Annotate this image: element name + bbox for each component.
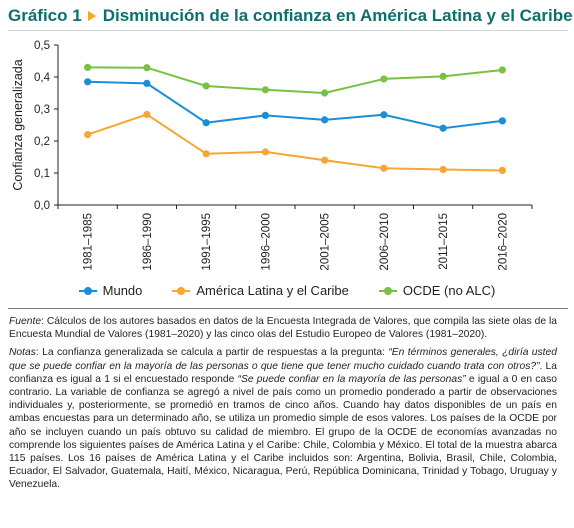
chart-legend: Mundo América Latina y el Caribe OCDE (n… bbox=[0, 283, 574, 298]
legend-swatch-alc bbox=[172, 286, 191, 296]
data-point bbox=[261, 111, 269, 119]
source-text: : Cálculos de los autores basados en dat… bbox=[9, 316, 557, 341]
data-point bbox=[498, 166, 506, 175]
y-tick-label: 0,1 bbox=[34, 168, 50, 180]
x-tick-label: 2001–2005 bbox=[320, 213, 332, 271]
notes-divider bbox=[8, 308, 568, 309]
figure-header: Gráfico 1 Disminución de la confianza en… bbox=[8, 5, 573, 27]
data-point bbox=[202, 119, 210, 127]
notes-text-2: . La confianza es igual a 1 si el encues… bbox=[9, 360, 557, 385]
series-line bbox=[87, 66, 503, 95]
data-point bbox=[261, 86, 269, 94]
x-tick-label: 1986–1990 bbox=[142, 213, 154, 271]
data-point bbox=[261, 148, 269, 156]
data-point bbox=[143, 79, 151, 87]
y-tick-label: 0,0 bbox=[34, 200, 50, 212]
notes-text-3: e igual a 0 en caso contrario. La variab… bbox=[9, 373, 557, 491]
y-tick-label: 0,2 bbox=[34, 136, 50, 148]
series-line bbox=[87, 113, 503, 172]
data-point bbox=[143, 64, 151, 72]
legend-swatch-mundo bbox=[78, 286, 97, 296]
y-axis-title: Confianza generalizada bbox=[11, 59, 25, 190]
data-point bbox=[202, 82, 210, 90]
figure-number: Gráfico 1 bbox=[8, 6, 82, 25]
data-point bbox=[202, 150, 210, 158]
x-tick-label: 1996–2000 bbox=[260, 213, 272, 271]
header-divider bbox=[8, 30, 568, 31]
data-point bbox=[498, 66, 506, 74]
notes-quote-1: “En términos generales, ¿diría usted que… bbox=[9, 347, 557, 372]
series-line bbox=[87, 80, 503, 130]
legend-item-mundo: Mundo bbox=[78, 283, 143, 298]
notes-label: Notas bbox=[9, 347, 36, 359]
figure-notes: Fuente: Cálculos de los autores basados … bbox=[9, 315, 557, 492]
x-tick-label: 1991–1995 bbox=[201, 213, 213, 271]
data-point bbox=[380, 111, 388, 119]
data-point bbox=[380, 75, 388, 83]
data-point bbox=[84, 63, 92, 71]
x-tick-label: 2011–2015 bbox=[438, 213, 450, 270]
line-chart: 0,0 0,1 0,2 0,3 0,4 0,5 1981–1985 1986–1990 1991… bbox=[11, 40, 533, 271]
notes-text-1: : La confianza generalizada se calcula a… bbox=[35, 347, 389, 359]
figure-title: Disminución de la confianza en América L… bbox=[102, 6, 573, 25]
x-tick-label: 2006–2010 bbox=[379, 213, 391, 271]
source-label: Fuente bbox=[9, 316, 42, 327]
notes-quote-2: “Se puede confiar en la mayoría de las p… bbox=[237, 373, 466, 385]
data-point bbox=[498, 117, 506, 125]
notes-paragraph: Notas: La confianza generalizada se calc… bbox=[9, 346, 557, 491]
data-point bbox=[321, 116, 329, 124]
data-point bbox=[143, 110, 151, 119]
triangle-arrow-icon bbox=[87, 11, 96, 21]
y-tick-label: 0,5 bbox=[34, 40, 50, 52]
x-tick-label: 1981–1985 bbox=[83, 213, 95, 271]
data-point bbox=[380, 164, 388, 172]
legend-label-ocde: OCDE (no ALC) bbox=[402, 283, 496, 298]
legend-item-alc: América Latina y el Caribe bbox=[172, 283, 349, 298]
y-tick-label: 0,3 bbox=[34, 104, 50, 116]
legend-label-alc: América Latina y el Caribe bbox=[196, 283, 349, 298]
y-tick-label: 0,4 bbox=[34, 72, 51, 84]
data-point bbox=[439, 124, 447, 132]
x-tick-label: 2016–2020 bbox=[497, 213, 509, 271]
legend-swatch-ocde bbox=[378, 286, 397, 296]
data-point bbox=[84, 78, 92, 86]
legend-item-ocde: OCDE (no ALC) bbox=[378, 283, 496, 298]
data-point bbox=[439, 72, 447, 80]
data-point bbox=[321, 156, 329, 164]
source-note: Fuente: Cálculos de los autores basados … bbox=[9, 315, 557, 341]
data-point bbox=[439, 165, 447, 174]
data-point bbox=[321, 89, 329, 97]
data-point bbox=[84, 131, 92, 139]
legend-label-mundo: Mundo bbox=[102, 283, 143, 298]
